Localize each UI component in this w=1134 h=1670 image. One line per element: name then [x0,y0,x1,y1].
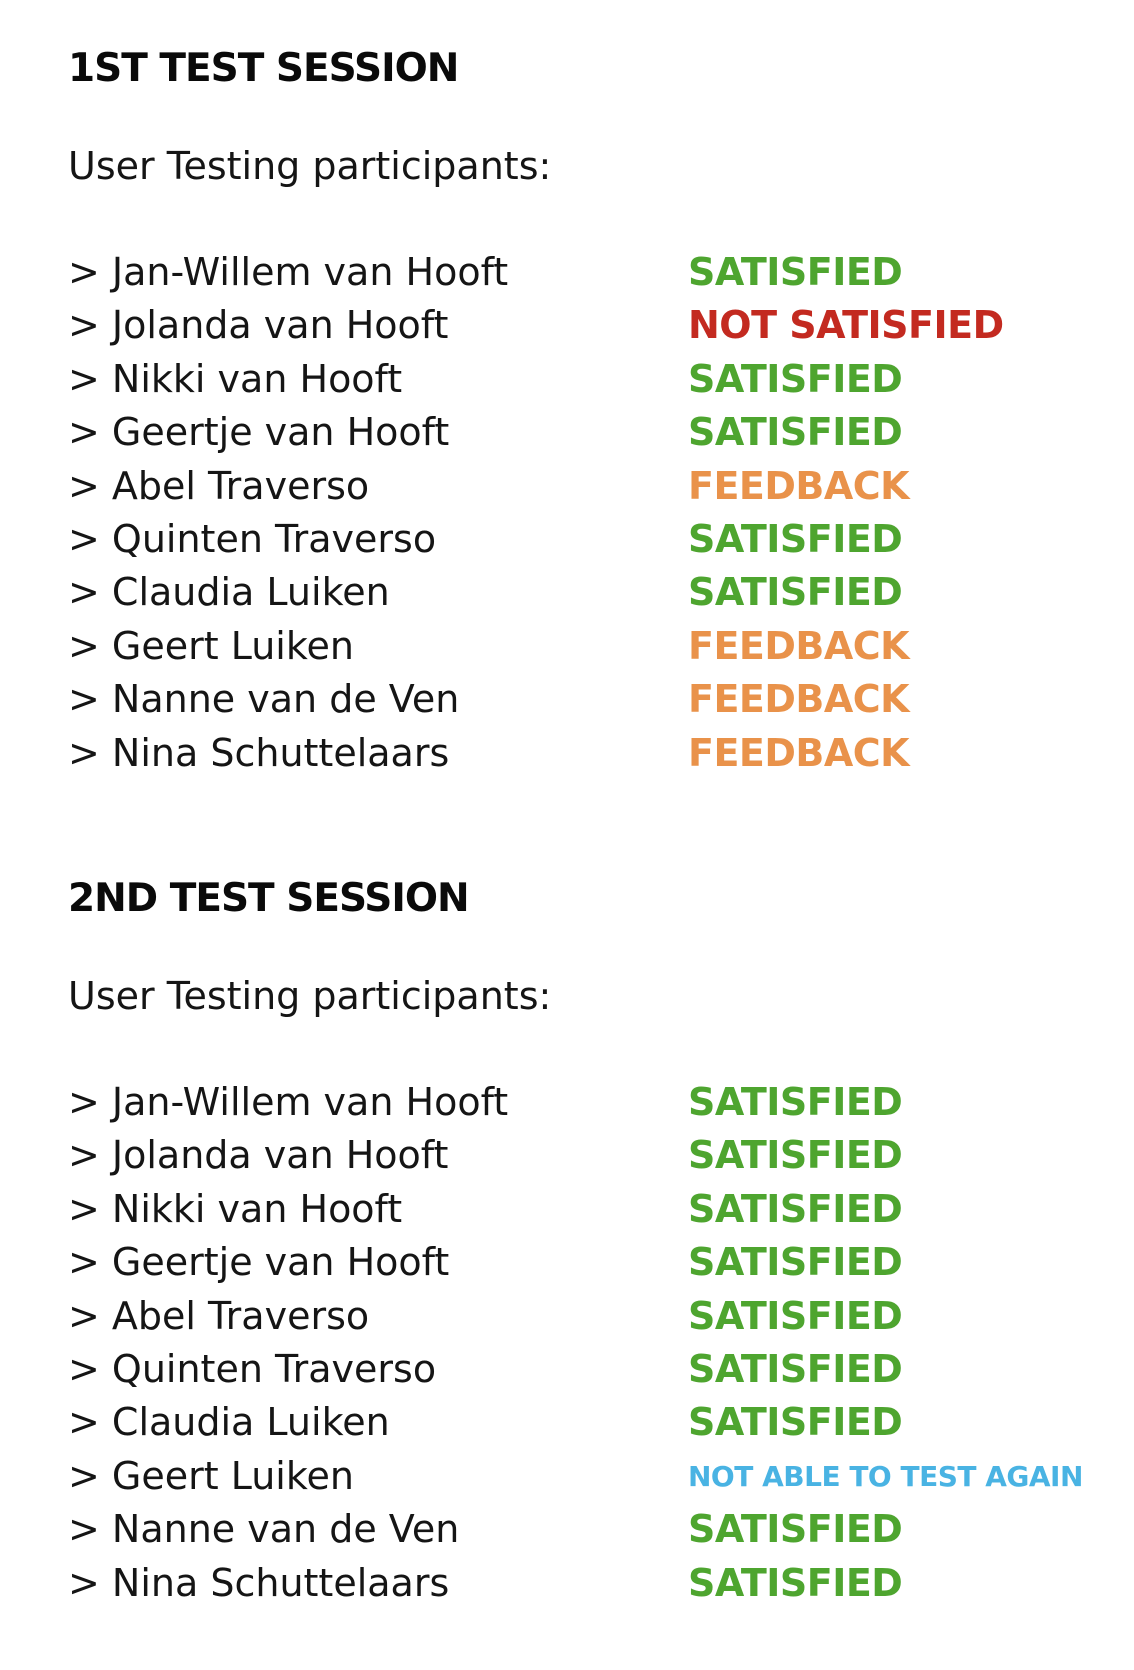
status-label: NOT ABLE TO TEST AGAIN [688,1459,1083,1493]
participant-name: > Jan-Willem van Hooft [68,250,509,294]
participant-row: > Geert Luiken FEEDBACK [68,620,1108,673]
session-title: 1ST TEST SESSION [68,46,459,91]
participant-name: > Claudia Luiken [68,1400,390,1445]
participant-row: > Geert Luiken NOT ABLE TO TEST AGAIN [68,1450,1108,1503]
participant-row: > Nikki van Hooft SATISFIED [68,353,1108,406]
participant-row: > Jan-Willem van Hooft SATISFIED [68,1076,1108,1129]
participant-name: > Nina Schuttelaars [68,730,450,775]
participant-list: > Jan-Willem van Hooft SATISFIED > Joland… [68,1076,1108,1610]
participants-heading: User Testing participants: [68,144,552,188]
participant-name: > Jolanda van Hooft [68,1133,449,1178]
participant-name: > Claudia Luiken [68,570,390,615]
participant-row: > Geertje van Hooft SATISFIED [68,1236,1108,1289]
status-label: SATISFIED [688,516,903,561]
participant-row: > Abel Traverso FEEDBACK [68,460,1108,513]
participant-name: > Jolanda van Hooft [68,303,449,348]
participant-name: > Abel Traverso [68,463,370,508]
status-label: SATISFIED [688,1186,903,1231]
status-label: NOT SATISFIED [688,303,1004,348]
participant-name: > Nanne van de Ven [68,1507,460,1552]
participant-row: > Nikki van Hooft SATISFIED [68,1183,1108,1236]
participant-row: > Jolanda van Hooft SATISFIED [68,1129,1108,1182]
status-label: SATISFIED [688,1560,903,1605]
participant-row: > Claudia Luiken SATISFIED [68,566,1108,619]
status-label: SATISFIED [688,250,903,294]
status-label: SATISFIED [688,356,903,401]
participant-name: > Quinten Traverso [68,1346,437,1391]
participant-name: > Geert Luiken [68,1453,354,1498]
participant-name: > Quinten Traverso [68,516,437,561]
status-label: SATISFIED [688,410,903,455]
participant-name: > Nikki van Hooft [68,1186,403,1231]
participant-name: > Nikki van Hooft [68,356,403,401]
status-label: FEEDBACK [688,623,910,668]
session-title: 2ND TEST SESSION [68,876,470,921]
participant-row: > Nanne van de Ven SATISFIED [68,1503,1108,1556]
status-label: SATISFIED [688,1240,903,1285]
participant-name: > Jan-Willem van Hooft [68,1080,509,1124]
participant-row: > Nina Schuttelaars FEEDBACK [68,727,1108,780]
status-label: SATISFIED [688,570,903,615]
status-label: SATISFIED [688,1133,903,1178]
participant-row: > Nanne van de Ven FEEDBACK [68,673,1108,726]
test-session-1: 1ST TEST SESSION User Testing participan… [68,44,1108,780]
status-label: FEEDBACK [688,677,910,722]
participant-row: > Nina Schuttelaars SATISFIED [68,1557,1108,1610]
participant-row: > Abel Traverso SATISFIED [68,1290,1108,1343]
status-label: SATISFIED [688,1400,903,1445]
participant-list: > Jan-Willem van Hooft SATISFIED > Joland… [68,246,1108,780]
participant-name: > Nina Schuttelaars [68,1560,450,1605]
participant-name: > Abel Traverso [68,1293,370,1338]
participants-heading: User Testing participants: [68,974,552,1018]
status-label: SATISFIED [688,1346,903,1391]
participant-row: > Jolanda van Hooft NOT SATISFIED [68,299,1108,352]
status-label: SATISFIED [688,1507,903,1552]
status-label: SATISFIED [688,1080,903,1124]
participant-name: > Geertje van Hooft [68,410,450,455]
participant-name: > Geert Luiken [68,623,354,668]
participant-row: > Claudia Luiken SATISFIED [68,1396,1108,1449]
status-label: SATISFIED [688,1293,903,1338]
test-session-2: 2ND TEST SESSION User Testing participan… [68,874,1108,1610]
participant-row: > Quinten Traverso SATISFIED [68,513,1108,566]
status-label: FEEDBACK [688,463,910,508]
participant-row: > Jan-Willem van Hooft SATISFIED [68,246,1108,299]
status-label: FEEDBACK [688,730,910,775]
participant-row: > Geertje van Hooft SATISFIED [68,406,1108,459]
participant-row: > Quinten Traverso SATISFIED [68,1343,1108,1396]
participant-name: > Geertje van Hooft [68,1240,450,1285]
participant-name: > Nanne van de Ven [68,677,460,722]
